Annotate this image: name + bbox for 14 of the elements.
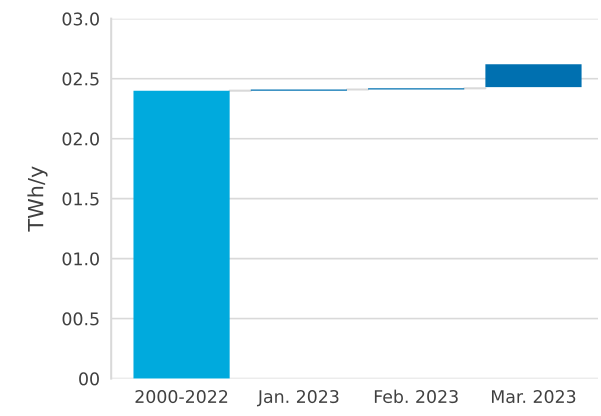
y-axis-title: TWh/y <box>27 166 48 232</box>
y-tick-label: 02.5 <box>62 72 99 86</box>
x-tick-label: Mar. 2023 <box>492 390 576 404</box>
x-tick-label: Jan. 2023 <box>256 390 338 406</box>
y-tick-label: 03.0 <box>62 12 99 26</box>
y-tick-label: 00 <box>79 372 99 386</box>
x-tick-label: 2000-2022 <box>136 390 228 404</box>
bar <box>485 64 582 88</box>
bar <box>133 90 230 379</box>
y-tick-label: 00.5 <box>62 312 99 326</box>
y-tick-label: 02.0 <box>62 132 99 146</box>
y-tick-label: 01.5 <box>62 192 99 206</box>
x-tick-label: Feb. 2023 <box>374 390 458 404</box>
y-tick-label: 01.0 <box>62 252 99 266</box>
